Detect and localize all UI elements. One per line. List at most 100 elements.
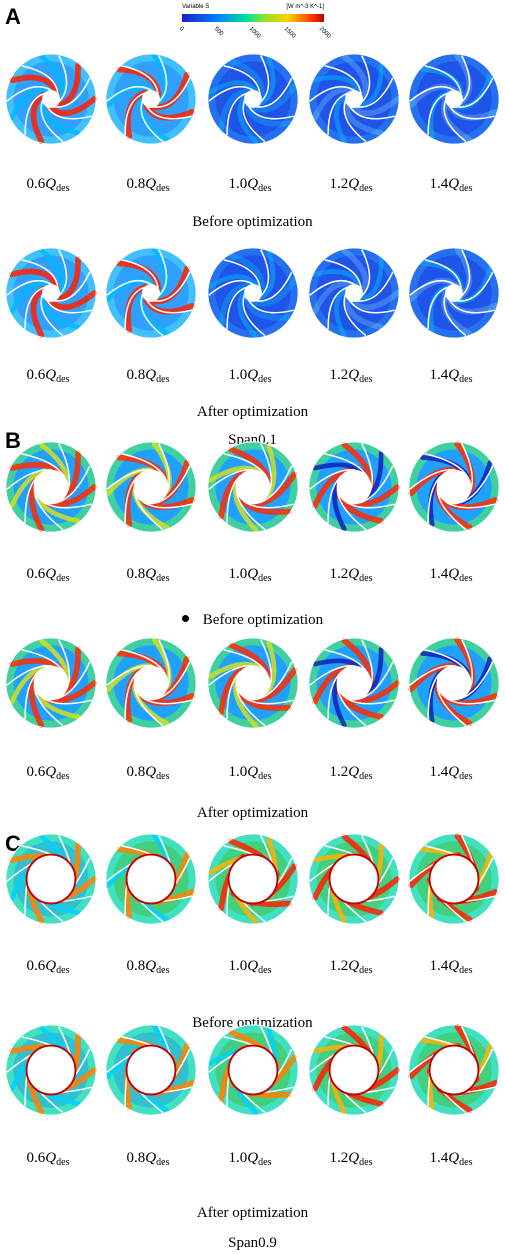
flow-rate-symbol: Q bbox=[45, 367, 57, 383]
impeller-contour-plot bbox=[5, 637, 98, 729]
flow-rate-value: 0.6 bbox=[26, 764, 46, 780]
flow-rate-label: 1.2Qdes bbox=[306, 367, 396, 385]
after-optimization-caption-text: After optimization bbox=[196, 805, 309, 821]
impeller-contour-plot bbox=[207, 1024, 299, 1116]
flow-rate-symbol: Q bbox=[348, 764, 360, 780]
flow-rate-label: 0.8Qdes bbox=[103, 176, 193, 194]
flow-rate-label: 0.6Qdes bbox=[3, 1150, 93, 1168]
flow-rate-symbol: Q bbox=[45, 566, 57, 582]
flow-rate-value: 1.2 bbox=[329, 764, 349, 780]
flow-rate-subscript: des bbox=[359, 183, 373, 194]
flow-rate-subscript: des bbox=[258, 1157, 272, 1168]
flow-rate-value: 1.0 bbox=[228, 176, 248, 192]
flow-rate-symbol: Q bbox=[247, 958, 259, 974]
flow-rate-symbol: Q bbox=[247, 176, 259, 192]
flow-rate-value: 0.8 bbox=[126, 176, 146, 192]
flow-rate-subscript: des bbox=[359, 573, 373, 584]
flow-rate-subscript: des bbox=[156, 374, 170, 385]
flow-rate-label: 0.6Qdes bbox=[3, 566, 93, 584]
flow-rate-value: 1.0 bbox=[228, 566, 248, 582]
flow-rate-symbol: Q bbox=[448, 764, 460, 780]
flow-rate-symbol: Q bbox=[448, 958, 460, 974]
flow-rate-symbol: Q bbox=[348, 367, 360, 383]
flow-rate-symbol: Q bbox=[348, 176, 360, 192]
flow-rate-subscript: des bbox=[258, 771, 272, 782]
impeller-contour-plot bbox=[308, 1024, 401, 1116]
span-label: Span0.9 bbox=[228, 1235, 277, 1251]
flow-rate-label: 1.2Qdes bbox=[306, 764, 396, 782]
flow-rate-label: 0.8Qdes bbox=[103, 367, 193, 385]
flow-rate-symbol: Q bbox=[247, 367, 259, 383]
flow-rate-symbol: Q bbox=[247, 1150, 259, 1166]
colorbar-unit: [W m^-3 K^-1] bbox=[286, 4, 324, 10]
flow-rate-label: 0.8Qdes bbox=[103, 958, 193, 976]
impeller-contour-plot bbox=[408, 637, 500, 729]
flow-rate-value: 1.2 bbox=[329, 367, 349, 383]
flow-rate-label: 1.0Qdes bbox=[205, 1150, 295, 1168]
flow-rate-symbol: Q bbox=[448, 176, 460, 192]
flow-rate-subscript: des bbox=[459, 183, 473, 194]
flow-rate-subscript: des bbox=[56, 183, 70, 194]
colorbar-gradient bbox=[182, 14, 324, 22]
impeller-contour-plot bbox=[207, 53, 299, 145]
impeller-contour-plot bbox=[408, 441, 500, 533]
before-optimization-caption-text: Before optimization bbox=[202, 612, 324, 628]
flow-rate-value: 1.0 bbox=[228, 958, 248, 974]
before-optimization-caption: Before optimization bbox=[0, 1015, 505, 1032]
flow-rate-subscript: des bbox=[258, 374, 272, 385]
after-optimization-caption: After optimization bbox=[0, 404, 505, 421]
flow-rate-symbol: Q bbox=[448, 1150, 460, 1166]
impeller-contour-plot bbox=[105, 833, 197, 925]
flow-rate-subscript: des bbox=[56, 965, 70, 976]
impeller-contour-plot bbox=[105, 247, 197, 339]
impeller-contour-plot bbox=[5, 1024, 98, 1116]
flow-rate-value: 0.8 bbox=[126, 367, 146, 383]
flow-rate-value: 1.0 bbox=[228, 367, 248, 383]
flow-rate-subscript: des bbox=[156, 965, 170, 976]
flow-rate-value: 0.8 bbox=[126, 1150, 146, 1166]
panel-letter: A bbox=[5, 4, 21, 29]
flow-rate-symbol: Q bbox=[45, 1150, 57, 1166]
flow-rate-symbol: Q bbox=[145, 1150, 157, 1166]
flow-rate-label: 1.2Qdes bbox=[306, 176, 396, 194]
flow-rate-subscript: des bbox=[359, 1157, 373, 1168]
flow-rate-value: 1.4 bbox=[429, 764, 449, 780]
flow-rate-subscript: des bbox=[56, 1157, 70, 1168]
impeller-contour-plot bbox=[308, 441, 401, 533]
flow-rate-value: 1.2 bbox=[329, 1150, 349, 1166]
flow-rate-subscript: des bbox=[156, 573, 170, 584]
flow-rate-value: 1.2 bbox=[329, 958, 349, 974]
impeller-contour-plot bbox=[207, 833, 299, 925]
flow-rate-subscript: des bbox=[459, 573, 473, 584]
flow-rate-symbol: Q bbox=[45, 958, 57, 974]
before-optimization-caption: Before optimization bbox=[0, 612, 505, 629]
flow-rate-label: 0.8Qdes bbox=[103, 764, 193, 782]
flow-rate-value: 1.2 bbox=[329, 566, 349, 582]
impeller-contour-plot bbox=[105, 441, 197, 533]
flow-rate-subscript: des bbox=[56, 374, 70, 385]
impeller-contour-plot bbox=[105, 53, 197, 145]
after-optimization-caption: After optimization bbox=[0, 1205, 505, 1222]
before-optimization-caption-text: Before optimization bbox=[192, 1015, 313, 1031]
panel-letter: B bbox=[5, 428, 21, 453]
impeller-contour-plot bbox=[5, 53, 98, 145]
impeller-contour-plot bbox=[105, 1024, 197, 1116]
bullet-icon bbox=[181, 615, 189, 622]
flow-rate-label: 0.6Qdes bbox=[3, 764, 93, 782]
flow-rate-value: 0.6 bbox=[26, 367, 46, 383]
flow-rate-subscript: des bbox=[156, 771, 170, 782]
flow-rate-value: 1.4 bbox=[429, 566, 449, 582]
flow-rate-symbol: Q bbox=[448, 566, 460, 582]
flow-rate-symbol: Q bbox=[145, 958, 157, 974]
flow-rate-value: 1.0 bbox=[228, 1150, 248, 1166]
colorbar-tick-label: 0 bbox=[177, 26, 185, 33]
flow-rate-value: 0.6 bbox=[26, 566, 46, 582]
flow-rate-label: 0.6Qdes bbox=[3, 176, 93, 194]
flow-rate-value: 1.4 bbox=[429, 958, 449, 974]
flow-rate-label: 0.6Qdes bbox=[3, 958, 93, 976]
flow-rate-subscript: des bbox=[56, 771, 70, 782]
colorbar-title: Variable S bbox=[182, 4, 210, 10]
impeller-contour-plot bbox=[408, 247, 500, 339]
colorbar-tick-label: 1500 bbox=[282, 26, 297, 40]
flow-rate-label: 1.4Qdes bbox=[406, 566, 496, 584]
